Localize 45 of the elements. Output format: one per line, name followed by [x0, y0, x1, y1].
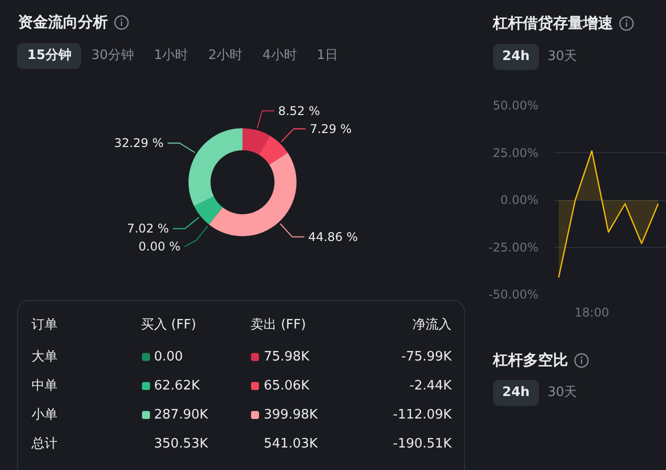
text: 30分钟 — [90, 47, 135, 65]
y-tick-label: 25.00% — [492, 146, 539, 160]
data-label: 7.29 % — [310, 122, 352, 136]
tab: 24h — [493, 380, 539, 406]
text: 65.06K — [264, 378, 310, 394]
data-label: 32.29 % — [114, 136, 164, 150]
text: 中单 — [32, 378, 58, 394]
data-label: 8.52 % — [278, 104, 320, 118]
y-tick-label: 50.00% — [492, 98, 539, 112]
text: 1日 — [316, 47, 340, 65]
y-tick-label: 0.00% — [500, 193, 539, 207]
data-label: 7.02 % — [126, 222, 169, 236]
text: -75.99K — [401, 350, 452, 365]
text: 买入 (FF) — [141, 318, 196, 332]
text: 净流入 — [412, 318, 452, 332]
text: -112.09K — [393, 408, 452, 423]
text: 1小时 — [152, 47, 190, 65]
text: 杠杆多空比 — [493, 351, 568, 369]
text: 541.03K — [264, 436, 318, 452]
text: 2小时 — [207, 47, 244, 65]
text: 总计 — [32, 436, 58, 452]
text: 75.98K — [264, 350, 310, 365]
text: 大单 — [32, 350, 58, 365]
tab: 15分钟 — [17, 43, 82, 69]
text: 0.00 % — [138, 240, 180, 254]
text: 卖出 (FF) — [250, 318, 306, 332]
tab: 24h — [493, 44, 539, 70]
data-label: 44.86 % — [308, 230, 358, 244]
chart-title: 杠杆借贷存量增速 — [493, 14, 613, 32]
text: 订单 — [32, 318, 58, 332]
x-tick-label: 18:00 — [574, 306, 610, 320]
y-tick-label: -50.00% — [488, 288, 539, 302]
text: 62.62K — [154, 378, 200, 394]
text: 30天 — [546, 384, 578, 402]
text: 0.00 — [154, 350, 183, 365]
chart-title: 资金流向分析 — [18, 13, 108, 31]
text: 30天 — [546, 48, 578, 66]
text: -2.44K — [410, 378, 452, 394]
text: -190.51K — [393, 436, 452, 452]
text: 小单 — [32, 408, 58, 423]
text: 350.53K — [154, 436, 208, 452]
text: 399.98K — [264, 408, 318, 423]
text: 287.90K — [154, 408, 208, 423]
y-tick-label: -25.00% — [488, 240, 539, 254]
text: 4小时 — [262, 47, 298, 65]
